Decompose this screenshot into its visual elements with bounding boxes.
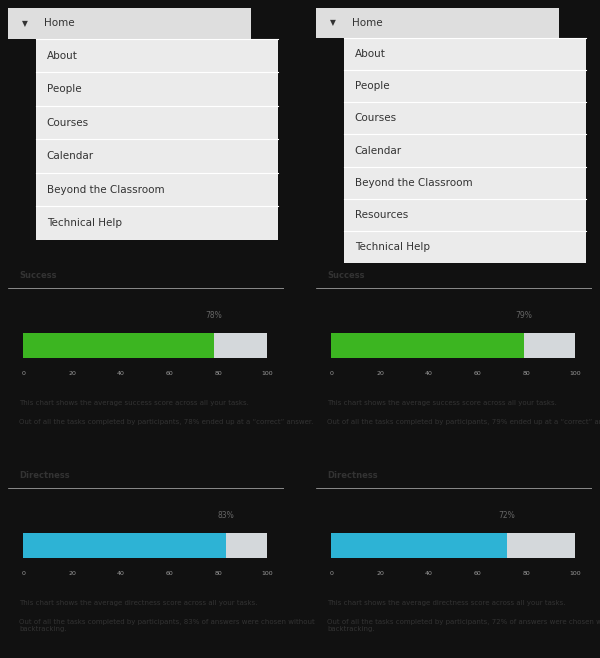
Text: Out of all the tasks completed by participants, 83% of answers were chosen witho: Out of all the tasks completed by partic… [19,619,315,632]
Text: People: People [47,84,81,94]
Text: Out of all the tasks completed by participants, 78% ended up at a “correct” answ: Out of all the tasks completed by partic… [19,418,313,425]
Text: 83%: 83% [218,511,234,520]
Text: 40: 40 [117,371,125,376]
Text: 40: 40 [425,571,433,576]
Text: This chart shows the average directness score across all your tasks.: This chart shows the average directness … [19,600,257,606]
Text: 100: 100 [569,371,581,376]
Text: About: About [47,51,77,61]
Text: Home: Home [44,18,74,28]
Bar [331,533,575,558]
Text: 78%: 78% [205,311,222,320]
Bar [23,533,226,558]
Bar [331,334,575,358]
Text: Directness: Directness [19,470,70,480]
Text: 100: 100 [262,371,273,376]
Text: Courses: Courses [47,118,89,128]
Bar [23,334,214,358]
Bar [35,207,278,240]
Text: Directness: Directness [327,470,377,480]
Text: Courses: Courses [355,113,397,123]
Text: Home: Home [352,18,383,28]
Text: 0: 0 [329,371,333,376]
Text: 100: 100 [569,571,581,576]
Bar [35,39,278,72]
Text: 60: 60 [166,371,173,376]
Text: 20: 20 [376,571,384,576]
Bar [344,231,586,263]
Text: 20: 20 [68,571,76,576]
Text: 0: 0 [21,571,25,576]
Bar [344,134,586,166]
Bar [316,8,559,38]
Text: This chart shows the average success score across all your tasks.: This chart shows the average success sco… [327,400,557,406]
Bar [331,533,507,558]
Bar [344,70,586,102]
Text: 80: 80 [523,371,530,376]
Bar [23,533,268,558]
Bar [23,334,268,358]
Text: Beyond the Classroom: Beyond the Classroom [47,185,164,195]
Text: 40: 40 [117,571,125,576]
Text: 80: 80 [523,571,530,576]
Text: Success: Success [19,270,56,280]
Text: Technical Help: Technical Help [355,242,430,252]
Bar [8,8,251,39]
Text: 80: 80 [215,571,223,576]
Text: 60: 60 [474,571,482,576]
Bar [35,139,278,173]
Bar [35,106,278,139]
Bar [331,334,524,358]
Text: 60: 60 [474,371,482,376]
Text: 60: 60 [166,571,173,576]
Text: Out of all the tasks completed by participants, 72% of answers were chosen witho: Out of all the tasks completed by partic… [327,619,600,632]
Text: ▼: ▼ [22,19,28,28]
Text: Success: Success [327,270,365,280]
Bar [344,199,586,231]
Text: This chart shows the average directness score across all your tasks.: This chart shows the average directness … [327,600,566,606]
Text: 20: 20 [376,371,384,376]
Bar [344,102,586,134]
Text: Resources: Resources [355,210,408,220]
Text: Beyond the Classroom: Beyond the Classroom [355,178,472,188]
Text: 100: 100 [262,571,273,576]
Bar [344,38,586,70]
Text: 79%: 79% [516,311,533,320]
Text: About: About [355,49,386,59]
Text: 0: 0 [21,371,25,376]
Text: Out of all the tasks completed by participants, 79% ended up at a “correct” answ: Out of all the tasks completed by partic… [327,418,600,425]
Bar [35,173,278,207]
Text: This chart shows the average success score across all your tasks.: This chart shows the average success sco… [19,400,249,406]
Text: Calendar: Calendar [47,151,94,161]
Bar [344,166,586,199]
Text: ▼: ▼ [329,18,335,28]
Text: 72%: 72% [499,511,515,520]
Bar [35,72,278,106]
Text: Calendar: Calendar [355,145,402,155]
Text: 20: 20 [68,371,76,376]
Text: 40: 40 [425,371,433,376]
Text: 80: 80 [215,371,223,376]
Text: Technical Help: Technical Help [47,218,122,228]
Text: People: People [355,81,389,91]
Text: 0: 0 [329,571,333,576]
